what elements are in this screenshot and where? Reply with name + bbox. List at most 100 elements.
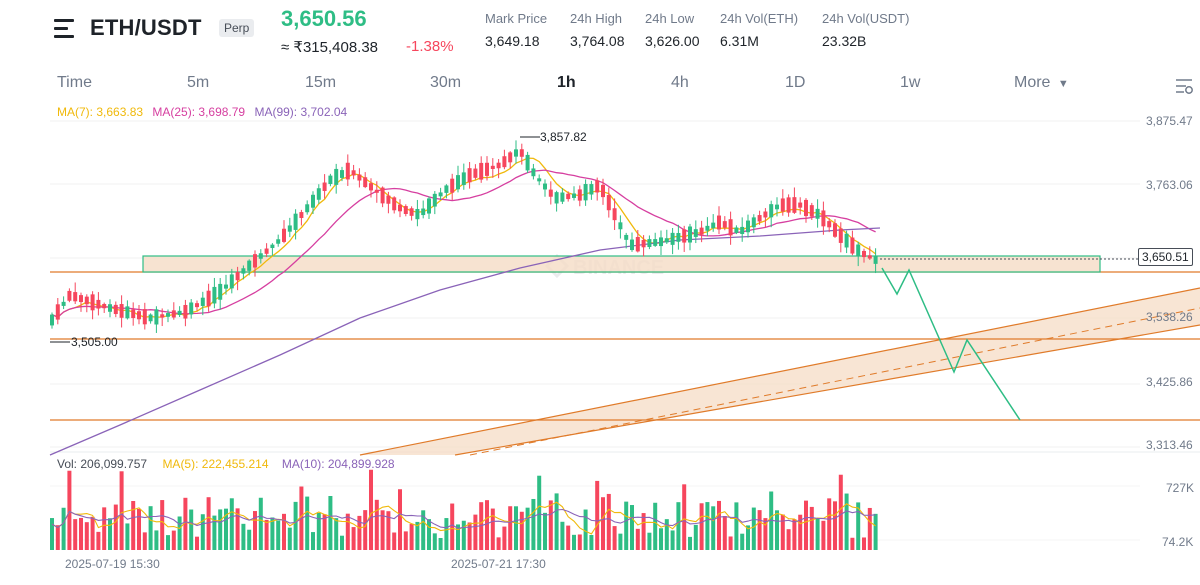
volume-bar [386,511,391,550]
chart-settings-icon[interactable] [1174,76,1194,96]
caret-down-icon: ▼ [1057,78,1069,90]
ma25-line [51,169,876,318]
candle-body [543,183,547,190]
candle-body [833,223,837,237]
volume-bar [247,529,252,550]
perp-badge: Perp [219,19,255,37]
candle-body [630,239,634,251]
stat-24h-vol-usdt: 24h Vol(USDT) 23.32B [822,11,909,49]
ma99-label: MA(99): 3,702.04 [254,105,348,119]
candle-body [641,239,646,248]
tab-time[interactable]: Time [57,74,92,91]
volume-bar [873,513,878,550]
projected-path [881,267,1021,421]
candle-body [102,303,107,309]
candle-body [676,233,681,242]
candle-body [688,226,692,243]
tab-4h[interactable]: 4h [671,74,689,91]
volume-bar [166,535,170,550]
vol-ma5-label: MA(5): 222,455.214 [162,457,269,471]
candle-body [438,192,443,197]
candle-body [61,301,66,306]
volume-bar [84,522,89,550]
tab-more[interactable]: More ▼ [1014,74,1069,92]
candle-body [421,208,426,216]
stat-label: 24h Low [645,11,695,26]
volume-bar [693,524,698,550]
volume-bar [838,474,843,550]
candle-body [775,204,779,210]
candle-body [189,302,194,315]
stat-value: 3,626.00 [645,33,700,49]
candle-body [624,234,629,240]
volume-bar [862,537,866,550]
volume-bar [212,515,217,550]
tab-1d[interactable]: 1D [785,74,806,91]
volume-bar [664,519,669,550]
pair-symbol[interactable]: ETH/USDT [90,15,202,40]
candle-body [537,178,542,182]
candle-body [340,170,344,178]
moving-average-lines [49,157,881,456]
volume-bar [224,508,228,550]
volume-bar [218,509,223,550]
ticker-header: ETH/USDT Perp 3,650.56 ≈ ₹315,408.38 -1.… [0,0,1200,66]
volume-bar [647,532,652,550]
candle-body [647,239,652,248]
candle-body [612,208,617,221]
volume-bar [763,518,768,550]
candle-body [821,210,826,227]
volume-bar [833,501,837,550]
tab-5m[interactable]: 5m [187,74,210,91]
volume-bar [264,519,269,550]
tab-15m[interactable]: 15m [305,74,337,91]
tab-1w[interactable]: 1w [900,74,921,91]
volume-bar [409,523,414,550]
candle-body [287,225,292,232]
volume-bar [241,523,246,550]
menu-icon[interactable] [54,18,76,40]
tab-1h[interactable]: 1h [557,74,576,91]
candle-body [363,177,368,188]
volume-bar [456,524,460,550]
volume-bar [537,475,542,550]
stat-24h-low: 24h Low 3,626.00 [645,11,700,49]
stat-label: 24h High [570,11,623,26]
candle-body [699,227,704,235]
volume-bar [258,497,263,550]
volume-bar [699,503,704,550]
support-zone [142,255,1101,273]
candle-body [653,239,658,246]
stat-value: 3,649.18 [485,33,540,49]
vol-ma10-label: MA(10): 204,899.928 [281,457,395,471]
candle-body [247,260,252,271]
volume-bar [322,514,327,550]
volume-bar [311,532,315,550]
candle-body [838,228,843,243]
stat-label: 24h Vol(USDT) [822,11,910,26]
candle-body [427,198,431,214]
candle-body [270,244,275,249]
candle-body [334,168,339,185]
candle-body [96,299,101,309]
candle-body [873,255,878,264]
volume-bar [415,521,420,550]
candle-body [392,197,397,211]
volume-bar [369,469,373,550]
candle-body [450,178,455,193]
candle-body [322,182,327,191]
candle-body [351,170,356,176]
candle-body [514,149,518,157]
candle-body [154,309,159,325]
stat-mark-price: Mark Price 3,649.18 [485,11,547,49]
tab-30m[interactable]: 30m [430,74,462,91]
candle-body [601,184,605,198]
candle-body [73,292,78,302]
volume-bar [50,518,54,550]
volume-bar [856,502,861,550]
volume-bar [519,511,524,550]
candle-body [490,165,495,169]
candle-body [148,314,153,322]
candle-body [108,304,112,312]
